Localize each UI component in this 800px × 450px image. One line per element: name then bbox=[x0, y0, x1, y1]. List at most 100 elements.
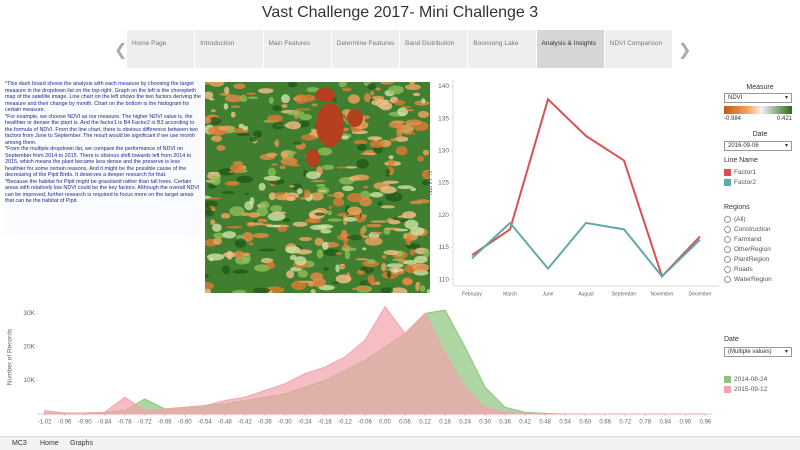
y-tick-label: 115 bbox=[439, 244, 450, 251]
map-patch bbox=[375, 281, 381, 285]
map-patch bbox=[294, 94, 308, 104]
map-patch bbox=[404, 219, 419, 230]
map-patch bbox=[279, 165, 286, 170]
legend-item[interactable]: 2015-09-12 bbox=[724, 384, 767, 394]
map-patch bbox=[339, 265, 346, 268]
map-patch bbox=[256, 218, 268, 223]
radio-button bbox=[724, 245, 731, 253]
nav-tab[interactable]: Band Distribution bbox=[400, 30, 469, 68]
map-patch bbox=[212, 237, 223, 245]
sheet-tab[interactable]: MC3 bbox=[12, 440, 27, 447]
region-option[interactable]: OtherRegion bbox=[724, 244, 772, 254]
legend-title: Line Name bbox=[724, 157, 758, 164]
map-patch bbox=[360, 152, 377, 155]
map-patch bbox=[205, 281, 214, 290]
map-patch bbox=[422, 149, 430, 156]
map-patch bbox=[285, 121, 302, 130]
region-label: (All) bbox=[734, 215, 746, 223]
map-patch bbox=[332, 197, 345, 207]
legend-item[interactable]: Factor2 bbox=[724, 177, 756, 187]
nav-bar: Home Page Introduction Main Features Determ… bbox=[127, 30, 673, 68]
x-tick-label: -0.06 bbox=[358, 420, 372, 426]
hist-date-dropdown[interactable]: (Multiple values) ▾ bbox=[724, 347, 792, 357]
map-patch bbox=[271, 163, 278, 166]
x-tick-label: June bbox=[543, 291, 554, 297]
map-patch bbox=[298, 236, 313, 242]
y-axis-title: Number of Records bbox=[7, 328, 14, 385]
map-patch bbox=[363, 115, 371, 120]
map-patch bbox=[404, 84, 421, 91]
legend-item[interactable]: Factor1 bbox=[724, 167, 756, 177]
nav-tab[interactable]: Home Page bbox=[127, 30, 196, 68]
map-patch bbox=[371, 98, 389, 106]
map-patch bbox=[296, 188, 303, 195]
line-series bbox=[471, 221, 701, 278]
map-patch bbox=[224, 181, 240, 186]
map-patch bbox=[221, 265, 230, 275]
map-patch bbox=[386, 263, 404, 268]
map-patch bbox=[207, 126, 219, 135]
nav-tab[interactable]: NDVI Comparison bbox=[604, 30, 673, 68]
map-patch bbox=[281, 104, 288, 108]
measure-dropdown[interactable]: NDVI ▾ bbox=[724, 93, 792, 103]
legend-swatch bbox=[724, 385, 731, 393]
map-patch bbox=[403, 232, 408, 240]
map-patch bbox=[290, 163, 301, 167]
legend-item[interactable]: 2014-08-24 bbox=[724, 374, 767, 384]
y-tick-label: 140 bbox=[438, 83, 449, 90]
date-dropdown[interactable]: 2016-09-06 ▾ bbox=[724, 141, 792, 151]
map-patch bbox=[393, 100, 406, 106]
region-option[interactable]: (All) bbox=[724, 214, 772, 224]
x-tick-label: -0.12 bbox=[338, 420, 352, 426]
map-patch bbox=[323, 267, 329, 272]
nav-prev[interactable]: ❮ bbox=[114, 42, 128, 59]
region-label: Construction bbox=[734, 225, 771, 233]
map-patch bbox=[353, 139, 368, 145]
map-patch bbox=[205, 195, 212, 199]
nav-tab[interactable]: Determine Features bbox=[331, 30, 400, 68]
map-patch bbox=[381, 262, 387, 272]
map-patch bbox=[268, 192, 276, 201]
map-patch bbox=[356, 159, 369, 169]
region-filter: (All) Construction Farmland OtherRegion Plan… bbox=[724, 214, 772, 284]
radio-button bbox=[724, 255, 731, 263]
map-patch bbox=[335, 264, 340, 273]
sheet-tab[interactable]: Graphs bbox=[70, 440, 93, 447]
map-patch bbox=[396, 128, 403, 138]
nav-tab[interactable]: Introduction bbox=[195, 30, 264, 68]
map-patch bbox=[287, 82, 298, 88]
map-patch bbox=[356, 270, 366, 275]
region-option[interactable]: WaterRegion bbox=[724, 274, 772, 284]
sheet-tab[interactable]: Home bbox=[40, 440, 59, 447]
map-patch bbox=[272, 122, 285, 130]
y-axis-title: NDVI % bbox=[427, 171, 434, 196]
area-series bbox=[44, 305, 706, 415]
region-option[interactable]: Construction bbox=[724, 224, 772, 234]
x-tick-label: 0.24 bbox=[459, 420, 471, 426]
map-patch bbox=[226, 128, 236, 133]
map-patch bbox=[260, 257, 274, 264]
map-patch bbox=[309, 192, 324, 201]
map-patch bbox=[365, 223, 382, 228]
region-option[interactable]: Farmland bbox=[724, 234, 772, 244]
nav-tab[interactable]: Analysis & Insights bbox=[536, 30, 605, 68]
nav-tab[interactable]: Main Features bbox=[263, 30, 332, 68]
map-patch bbox=[229, 206, 245, 217]
hist-legend: 2014-08-24 2015-09-12 bbox=[724, 374, 767, 394]
nav-tab[interactable]: Boonsong Lake bbox=[468, 30, 537, 68]
map-patch bbox=[208, 82, 225, 87]
map-patch bbox=[219, 92, 231, 96]
map-patch bbox=[410, 226, 425, 236]
map-patch bbox=[363, 185, 368, 189]
map-patch bbox=[315, 88, 335, 102]
map-patch bbox=[205, 117, 212, 124]
nav-next[interactable]: ❯ bbox=[678, 42, 692, 59]
x-tick-label: -0.96 bbox=[58, 420, 72, 426]
region-option[interactable]: Roads bbox=[724, 264, 772, 274]
map-patch bbox=[341, 229, 348, 239]
map-patch bbox=[321, 241, 329, 251]
region-option[interactable]: PlantRegion bbox=[724, 254, 772, 264]
line-series bbox=[471, 97, 701, 279]
x-tick-label: -0.66 bbox=[158, 420, 172, 426]
map-patch bbox=[317, 224, 334, 229]
